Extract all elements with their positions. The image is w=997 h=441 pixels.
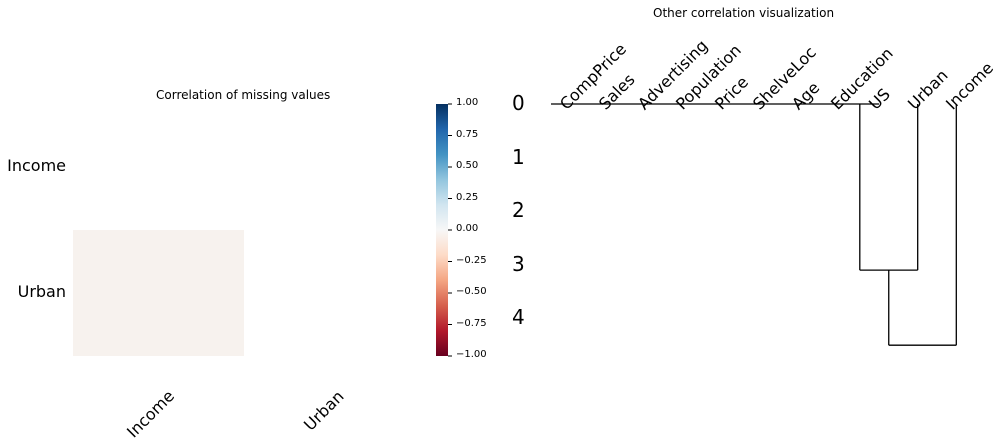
heatmap-row-label: Urban	[17, 282, 66, 301]
heatmap-cell	[73, 230, 244, 356]
dendrogram-y-tick: 0	[512, 91, 525, 115]
dendrogram-y-tick: 3	[512, 251, 525, 276]
heatmap-title: Correlation of missing values	[156, 88, 331, 102]
dendrogram-title: Other correlation visualization	[653, 6, 835, 20]
colorbar	[436, 104, 448, 356]
colorbar-tick-label: 0.00	[456, 223, 479, 234]
chart-canvas	[73, 103, 957, 357]
colorbar-tick-label: −0.25	[456, 254, 487, 266]
colorbar-tick-label: 1.00	[456, 97, 479, 108]
colorbar-tick-label: −0.50	[456, 286, 487, 297]
dendrogram-y-tick: 1	[512, 144, 525, 169]
colorbar-tick-label: −0.75	[456, 317, 487, 329]
dendrogram-y-tick: 4	[512, 305, 525, 330]
dendrogram-y-tick: 2	[512, 198, 525, 223]
colorbar-ticks	[448, 103, 452, 357]
colorbar-tick-label: 0.25	[456, 191, 479, 203]
dendrogram-links	[551, 103, 957, 346]
colorbar-tick-label: −1.00	[456, 349, 487, 360]
colorbar-tick-label: 0.50	[456, 160, 479, 171]
heatmap-row-label: Income	[7, 156, 66, 175]
colorbar-tick-label: 0.75	[456, 128, 479, 140]
heatmap-cells	[73, 230, 244, 356]
